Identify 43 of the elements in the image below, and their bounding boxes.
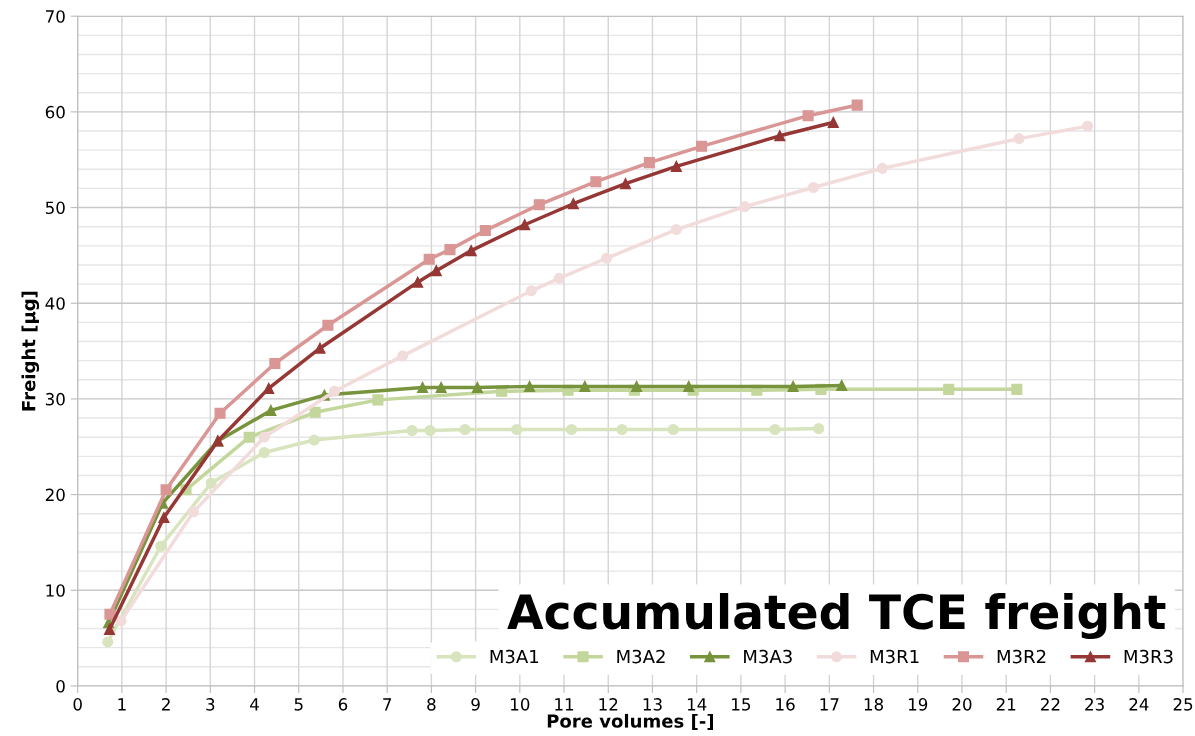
x-tick-label: 17 bbox=[820, 698, 839, 711]
x-tick-label: 22 bbox=[1041, 698, 1060, 711]
x-tick-label: 10 bbox=[511, 698, 530, 711]
x-tick-label: 18 bbox=[864, 698, 884, 711]
y-tick-label: 50 bbox=[45, 201, 65, 215]
y-tick-label: 60 bbox=[45, 105, 65, 119]
x-tick-label: 12 bbox=[599, 698, 618, 711]
legend-label: M3R3 bbox=[1124, 649, 1173, 664]
x-tick-label: 0 bbox=[73, 698, 82, 711]
x-tick-label: 1 bbox=[118, 698, 126, 711]
x-axis-title: Pore volumes [-] bbox=[547, 713, 713, 730]
legend-label: M3A2 bbox=[617, 649, 665, 664]
x-tick-label: 24 bbox=[1129, 698, 1149, 711]
x-tick-label: 13 bbox=[643, 698, 662, 711]
legend-label: M3A1 bbox=[490, 649, 539, 664]
x-tick-label: 4 bbox=[250, 698, 259, 711]
x-tick-label: 16 bbox=[776, 698, 795, 711]
text: Accumulated TCE freight bbox=[507, 593, 1166, 640]
x-tick-label: 14 bbox=[687, 698, 707, 711]
x-tick-label: 19 bbox=[908, 698, 928, 711]
y-axis-title: Freight [µg] bbox=[21, 291, 40, 411]
y-tick-label: 10 bbox=[46, 584, 65, 597]
x-tick-label: 23 bbox=[1085, 698, 1104, 711]
legend-label: M3A3 bbox=[744, 649, 792, 664]
x-tick-label: 2 bbox=[162, 698, 170, 711]
x-tick-label: 20 bbox=[952, 698, 972, 711]
y-tick-label: 70 bbox=[46, 10, 65, 23]
x-tick-label: 11 bbox=[555, 698, 574, 711]
x-tick-label: 8 bbox=[427, 698, 436, 711]
x-tick-label: 3 bbox=[206, 698, 215, 711]
x-tick-label: 15 bbox=[732, 698, 751, 711]
legend-label: M3R1 bbox=[870, 649, 919, 664]
y-tick-label: 40 bbox=[45, 297, 65, 310]
x-tick-label: 25 bbox=[1173, 698, 1193, 711]
x-tick-label: 9 bbox=[471, 698, 480, 711]
legend-label: M3R2 bbox=[997, 649, 1046, 664]
y-tick-label: 30 bbox=[45, 392, 65, 406]
y-tick-label: 20 bbox=[45, 488, 65, 502]
x-tick-label: 21 bbox=[996, 698, 1016, 711]
x-tick-label: 7 bbox=[383, 698, 392, 711]
x-tick-label: 5 bbox=[294, 698, 303, 711]
y-tick-label: 0 bbox=[56, 679, 65, 693]
x-tick-label: 6 bbox=[338, 698, 348, 711]
